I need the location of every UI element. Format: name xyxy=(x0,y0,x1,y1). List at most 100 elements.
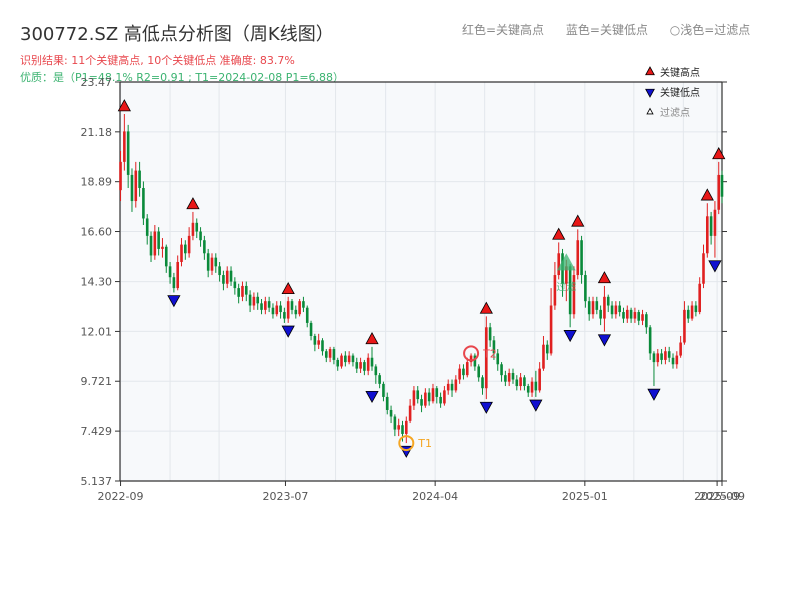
legend-blue-key-low: 蓝色=关键低点 xyxy=(565,23,648,37)
candle-body xyxy=(534,381,538,391)
candle-body xyxy=(488,327,492,341)
y-tick-label: 16.60 xyxy=(81,226,113,239)
candle-body xyxy=(603,296,606,319)
candle-body xyxy=(462,368,465,376)
candle-body xyxy=(641,314,644,321)
candle-body xyxy=(458,368,461,380)
candle-body xyxy=(153,231,157,256)
candle-body xyxy=(233,281,237,289)
key-high-marker xyxy=(365,332,379,345)
y-tick-label: 9.721 xyxy=(81,375,113,388)
candle-body xyxy=(184,244,187,254)
key-high-marker xyxy=(281,281,295,295)
candle-body xyxy=(351,355,355,363)
y-tick-label: 5.137 xyxy=(81,475,113,488)
legend-marker xyxy=(645,88,655,98)
x-tick-label: 2025-09 xyxy=(699,490,745,503)
candle-body xyxy=(244,285,248,295)
candle-body xyxy=(332,349,336,360)
candle-body xyxy=(180,244,183,262)
annotation-circle xyxy=(398,435,415,452)
annotation-circle xyxy=(463,345,480,362)
candle-body xyxy=(450,383,454,391)
candle-body xyxy=(290,301,294,310)
candle-body xyxy=(385,396,389,410)
candle-body xyxy=(363,362,366,371)
candle-body xyxy=(424,392,427,406)
x-tick-label: 2025-01 xyxy=(562,490,608,503)
candle-body xyxy=(206,253,210,271)
candle-body xyxy=(538,368,541,391)
candle-body xyxy=(370,357,374,367)
candle-body xyxy=(492,340,496,354)
candle-body xyxy=(709,216,713,236)
candle-body xyxy=(302,301,305,308)
candle-body xyxy=(606,296,610,306)
candle-body xyxy=(565,266,568,284)
legend-label: 关键高点 xyxy=(660,66,700,79)
candle-body xyxy=(187,235,191,254)
candle-body xyxy=(222,275,225,284)
y-tick-label: 7.429 xyxy=(81,425,113,438)
candle-body xyxy=(203,240,206,254)
candle-body xyxy=(720,174,724,197)
candle-body xyxy=(717,174,721,210)
candle-body xyxy=(134,170,138,202)
candle-body xyxy=(252,296,256,306)
candle-body xyxy=(625,309,629,319)
key-low-marker xyxy=(529,399,543,412)
candle-body xyxy=(568,266,572,315)
candle-body xyxy=(511,372,515,380)
candle-body xyxy=(656,353,660,363)
candle-body xyxy=(214,257,218,267)
candle-body xyxy=(435,388,439,397)
key-low-marker xyxy=(597,334,612,347)
candle-body xyxy=(123,131,126,162)
key-high-marker xyxy=(571,214,585,227)
candle-body xyxy=(344,355,347,363)
candle-body xyxy=(664,351,667,360)
key-low-marker xyxy=(479,401,493,414)
candle-body xyxy=(454,379,458,391)
candle-body xyxy=(633,312,637,319)
candle-body xyxy=(526,386,530,393)
candle-body xyxy=(599,309,602,319)
key-low-marker xyxy=(647,388,661,401)
candle-body xyxy=(618,305,621,313)
candle-body xyxy=(580,240,583,276)
key-low-marker xyxy=(365,390,379,404)
annotation-label: T1 xyxy=(417,437,432,450)
candle-body xyxy=(172,277,176,289)
candle-body xyxy=(225,270,229,284)
candle-body xyxy=(279,305,282,313)
candle-body xyxy=(298,301,301,315)
candle-body xyxy=(176,261,179,289)
candle-body xyxy=(256,296,260,304)
candle-body xyxy=(405,420,408,434)
candle-body xyxy=(149,235,153,256)
x-tick-label: 2022-09 xyxy=(98,490,144,503)
candle-body xyxy=(686,309,690,319)
candle-body xyxy=(241,285,244,297)
candle-body xyxy=(545,344,549,354)
candle-body xyxy=(309,322,313,336)
candle-body xyxy=(157,231,160,249)
candle-body xyxy=(374,366,378,376)
candle-body xyxy=(210,257,214,271)
key-low-marker xyxy=(708,260,722,273)
legend-red-key-high: 红色=关键高点 xyxy=(462,23,545,37)
candle-body xyxy=(591,301,595,315)
candle-body xyxy=(340,355,343,367)
y-tick-label: 21.18 xyxy=(81,126,113,139)
candle-body xyxy=(431,388,435,402)
candle-body xyxy=(485,327,488,389)
candle-body xyxy=(264,301,267,310)
candle-body xyxy=(629,309,633,319)
key-high-marker xyxy=(552,227,566,240)
candle-body xyxy=(229,270,233,282)
key-high-marker xyxy=(186,197,200,210)
candle-body xyxy=(195,222,199,232)
legend-label: 过滤点 xyxy=(660,106,690,119)
candle-body xyxy=(572,275,576,315)
candle-body xyxy=(698,283,701,313)
